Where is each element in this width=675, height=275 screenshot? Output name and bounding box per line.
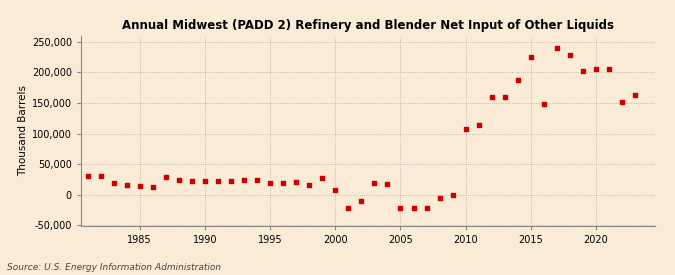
Point — [603, 67, 614, 72]
Point — [330, 188, 341, 192]
Text: Source: U.S. Energy Information Administration: Source: U.S. Energy Information Administ… — [7, 263, 221, 272]
Point — [512, 78, 523, 82]
Point — [265, 181, 275, 185]
Point — [304, 183, 315, 187]
Point — [434, 196, 445, 200]
Point — [343, 206, 354, 211]
Point — [225, 179, 236, 184]
Point — [291, 180, 302, 184]
Point — [460, 126, 471, 131]
Point — [108, 180, 119, 185]
Point — [186, 179, 197, 184]
Title: Annual Midwest (PADD 2) Refinery and Blender Net Input of Other Liquids: Annual Midwest (PADD 2) Refinery and Ble… — [122, 19, 614, 32]
Point — [134, 184, 145, 189]
Point — [500, 95, 510, 99]
Point — [238, 178, 249, 182]
Point — [487, 95, 497, 99]
Point — [395, 206, 406, 211]
Y-axis label: Thousand Barrels: Thousand Barrels — [18, 85, 28, 176]
Point — [317, 176, 327, 181]
Point — [421, 206, 432, 211]
Point — [525, 55, 536, 59]
Point — [213, 179, 223, 184]
Point — [473, 122, 484, 127]
Point — [551, 46, 562, 50]
Point — [252, 177, 263, 182]
Point — [578, 69, 589, 73]
Point — [539, 102, 549, 106]
Point — [277, 181, 288, 185]
Point — [369, 180, 380, 185]
Point — [82, 174, 93, 178]
Point — [617, 100, 628, 104]
Point — [408, 206, 419, 211]
Point — [200, 179, 211, 184]
Point — [122, 183, 132, 187]
Point — [356, 199, 367, 203]
Point — [564, 53, 575, 57]
Point — [147, 185, 158, 189]
Point — [95, 174, 106, 178]
Point — [630, 93, 641, 97]
Point — [591, 67, 601, 72]
Point — [448, 193, 458, 197]
Point — [173, 177, 184, 182]
Point — [382, 182, 393, 186]
Point — [161, 174, 171, 179]
